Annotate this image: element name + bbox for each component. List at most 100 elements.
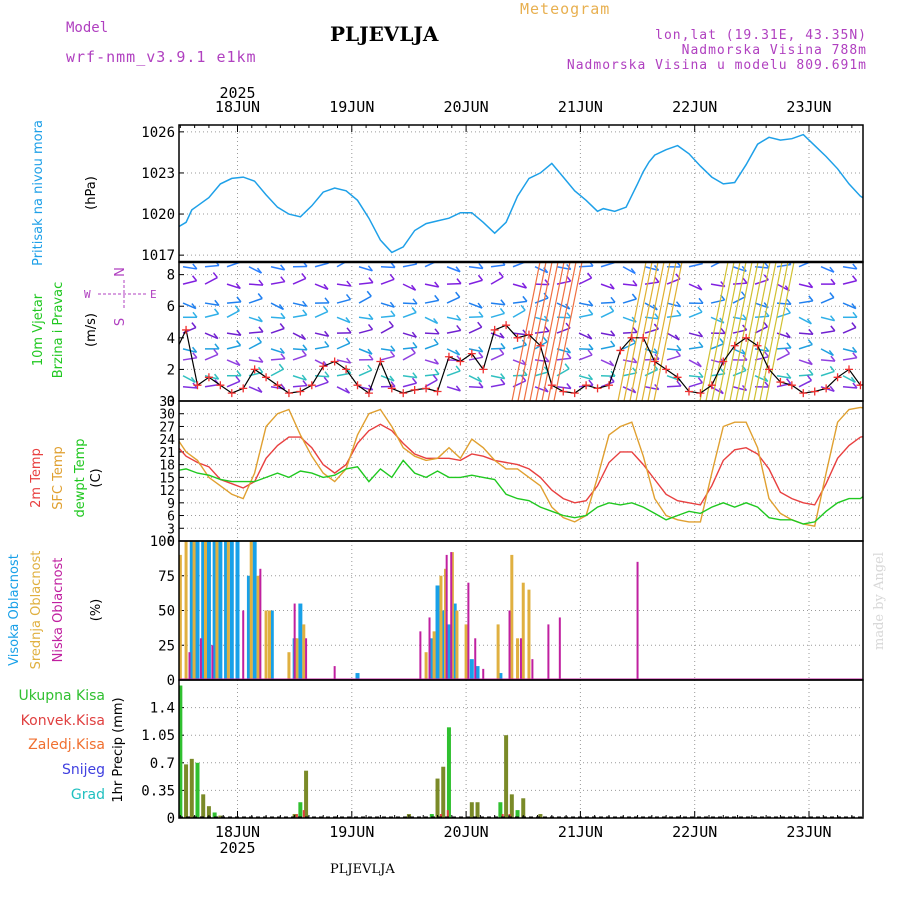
- total-precip-bar: [475, 802, 480, 818]
- wind-barb-flag: [412, 341, 418, 348]
- wind-barb-flag: [390, 381, 396, 388]
- wind-tick-label: 6: [167, 299, 175, 315]
- wind-barb-flag: [631, 293, 637, 300]
- wind-speed-point: [364, 389, 373, 398]
- wind-barb-flag: [698, 297, 704, 304]
- wind-barb: [490, 374, 505, 380]
- wind-streak: [699, 262, 729, 401]
- precip-tick-label: 0.35: [141, 783, 175, 799]
- wind-barb-flag: [808, 369, 814, 376]
- wind-barb: [468, 386, 484, 389]
- wind-barb-flag: [323, 283, 329, 290]
- elevation-label: Nadmorska Visina 788m: [681, 43, 867, 58]
- low-cloud-bar: [428, 617, 431, 680]
- wind-barb-flag: [389, 301, 395, 308]
- wind-barb: [842, 302, 857, 310]
- high-cloud-label: Visoka Oblacnost: [7, 554, 22, 666]
- wind-barb-flag: [476, 376, 483, 383]
- wind-barb-flag: [806, 374, 813, 381]
- wind-barb: [754, 356, 769, 361]
- conv-precip-bar: [295, 814, 298, 818]
- wind-barb: [534, 297, 549, 304]
- wind-barb: [666, 348, 682, 352]
- total-precip-bar: [184, 764, 189, 818]
- wind-barb-flag: [214, 299, 220, 306]
- wind-barb: [424, 343, 439, 350]
- wind-barb: [248, 341, 262, 350]
- wind-barb-flag: [588, 300, 594, 307]
- wind-barb: [600, 301, 616, 304]
- mid-cloud-bar: [424, 652, 428, 680]
- conv-precip-bar: [508, 814, 511, 818]
- pressure-title: Pritisak na nivou mora: [31, 120, 46, 266]
- low-cloud-bar: [508, 610, 511, 680]
- low-cloud-bar: [242, 610, 245, 680]
- mid-cloud-bar: [444, 568, 448, 680]
- wind-barb-flag: [499, 307, 506, 314]
- wind-streak: [653, 262, 683, 401]
- low-cloud-bar: [259, 568, 262, 680]
- location-title: PLJEVLJA: [330, 22, 439, 46]
- wind-streak: [511, 262, 541, 401]
- wind-barb-flag: [213, 348, 219, 355]
- wind-speed-point: [479, 365, 488, 374]
- wind-barb: [688, 332, 703, 338]
- wind-barb: [710, 373, 725, 377]
- wind-streak: [741, 262, 771, 401]
- wind-barb-flag: [236, 370, 242, 377]
- wind-barb-flag: [433, 358, 439, 365]
- wind-barb: [776, 347, 792, 350]
- wind-barb-flag: [543, 292, 549, 299]
- wind-streak: [723, 262, 753, 401]
- wind-barb-flag: [830, 325, 836, 332]
- low-cloud-bar: [519, 638, 522, 680]
- wind-barb: [820, 330, 835, 334]
- wind-barb: [578, 313, 593, 319]
- low-cloud-bar: [467, 582, 470, 680]
- wind-barb: [336, 262, 348, 268]
- high-cloud-bar: [452, 603, 457, 680]
- low-cloud-bar: [333, 666, 336, 680]
- wind-barb-flag: [324, 297, 330, 304]
- wind-barb-flag: [830, 355, 836, 362]
- wind-barb: [798, 283, 813, 289]
- mid-cloud-bar: [527, 589, 531, 680]
- wind-barb: [204, 353, 219, 361]
- high-cloud-bar: [195, 541, 200, 680]
- wind-barb: [842, 348, 857, 353]
- wind-barb: [468, 265, 483, 270]
- wind-barb: [292, 384, 308, 388]
- wind-speed-point: [833, 373, 842, 382]
- temp-tick-label: 15: [159, 471, 175, 486]
- wind-barb: [600, 283, 615, 290]
- temp-tick-label: 6: [167, 510, 175, 525]
- sfc-temp-label: SFC Temp: [51, 446, 66, 510]
- high-cloud-bar: [218, 541, 223, 680]
- wind-speed-point: [330, 357, 339, 366]
- low-cloud-bar: [474, 638, 477, 680]
- wind-barb: [248, 283, 264, 286]
- wind-barb-flag: [235, 282, 241, 289]
- wind-barb-flag: [213, 333, 219, 340]
- wind-speed-point: [193, 381, 202, 390]
- wind-barb-flag: [236, 296, 242, 303]
- wind-barb-flag: [256, 336, 262, 343]
- wind-barb: [820, 266, 835, 273]
- day-label-top: 20JUN: [444, 98, 489, 116]
- total-precip-bar: [212, 812, 217, 818]
- wind-barb-flag: [279, 323, 285, 329]
- wind-speed-point: [822, 384, 831, 393]
- wind-barb-flag: [434, 281, 440, 288]
- wind-barb: [182, 279, 197, 285]
- wind-barb: [820, 370, 835, 377]
- conv-precip-bar: [446, 810, 449, 818]
- credit-label: made by Angel: [872, 552, 887, 650]
- wind-barb-flag: [719, 255, 723, 260]
- wind-speed-point: [868, 378, 876, 386]
- wind-barb: [710, 283, 725, 288]
- wind-streak: [629, 262, 659, 401]
- wind-barb: [512, 283, 527, 289]
- wind-barb-flag: [455, 365, 461, 372]
- wind-barb: [226, 283, 241, 290]
- wind-speed-point: [593, 384, 602, 393]
